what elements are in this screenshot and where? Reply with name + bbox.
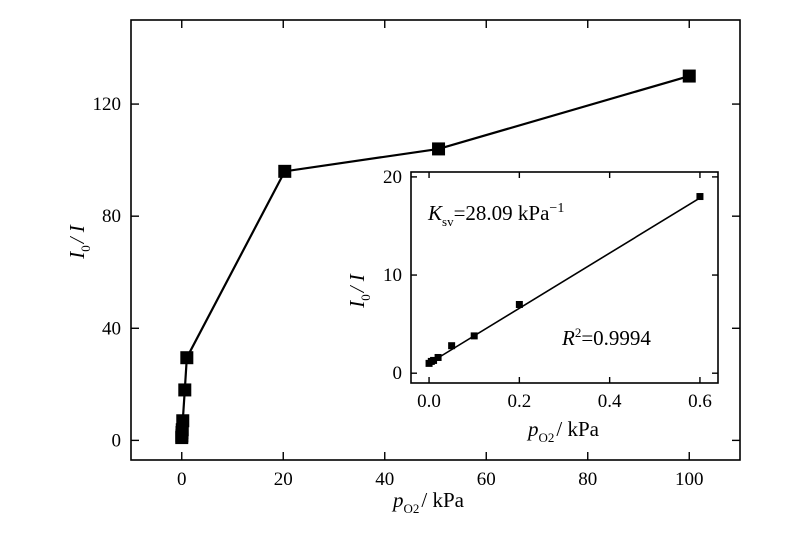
inset-data-layer xyxy=(425,193,704,367)
main-y-tick-label: 40 xyxy=(102,318,121,339)
main-data-layer xyxy=(175,69,696,445)
inset-data-point xyxy=(696,193,704,201)
inset-x-tick-label: 0.0 xyxy=(417,391,441,412)
main-data-point xyxy=(278,164,292,178)
inset-ksv-annotation: Ksv=28.09 kPa−1 xyxy=(427,201,564,229)
main-data-point xyxy=(432,142,446,156)
inset-data-point xyxy=(448,342,456,350)
main-data-point xyxy=(180,351,194,365)
main-x-tick-label: 100 xyxy=(675,469,704,490)
main-x-tick-label: 0 xyxy=(177,469,187,490)
main-x-tick-label: 40 xyxy=(375,469,394,490)
inset-data-point xyxy=(515,300,523,308)
main-y-tick-label: 80 xyxy=(102,206,121,227)
main-y-ticks: 0 40 80 120 xyxy=(93,94,740,451)
inset-r2-annotation: R2=0.9994 xyxy=(561,325,651,350)
main-plot-frame xyxy=(130,19,741,461)
inset-x-tick-label: 0.2 xyxy=(507,391,531,412)
inset-data-point xyxy=(434,353,442,361)
inset-plot: 0.0 0.2 0.4 0.6 0 10 20 Ksv=28.09 kPa−1 R2=0.… xyxy=(345,167,719,445)
main-x-tick-label: 20 xyxy=(274,469,293,490)
inset-plot-frame xyxy=(410,171,719,384)
main-y-tick-label: 120 xyxy=(93,94,122,115)
inset-y-tick-label: 0 xyxy=(393,363,403,384)
inset-y-ticks: 0 10 20 xyxy=(383,167,718,384)
main-x-axis-title: pO2/ kPa xyxy=(391,488,465,516)
main-x-tick-label: 80 xyxy=(578,469,597,490)
inset-y-tick-label: 10 xyxy=(383,265,402,286)
inset-x-tick-label: 0.4 xyxy=(598,391,622,412)
main-data-point xyxy=(682,69,696,83)
inset-data-point xyxy=(470,332,478,340)
main-data-point xyxy=(178,383,192,397)
main-data-point xyxy=(176,414,190,428)
inset-x-ticks: 0.0 0.2 0.4 0.6 xyxy=(417,172,712,412)
main-y-axis-title: I0/ I xyxy=(65,224,93,260)
inset-data-point xyxy=(430,356,438,364)
inset-y-tick-label: 20 xyxy=(383,167,402,188)
main-x-ticks: 0 20 40 60 80 100 xyxy=(177,20,704,490)
inset-y-axis-title: I0/ I xyxy=(345,273,373,309)
inset-x-tick-label: 0.6 xyxy=(688,391,712,412)
main-x-tick-label: 60 xyxy=(477,469,496,490)
main-y-tick-label: 0 xyxy=(112,430,122,451)
inset-x-axis-title: pO2/ kPa xyxy=(526,417,600,445)
